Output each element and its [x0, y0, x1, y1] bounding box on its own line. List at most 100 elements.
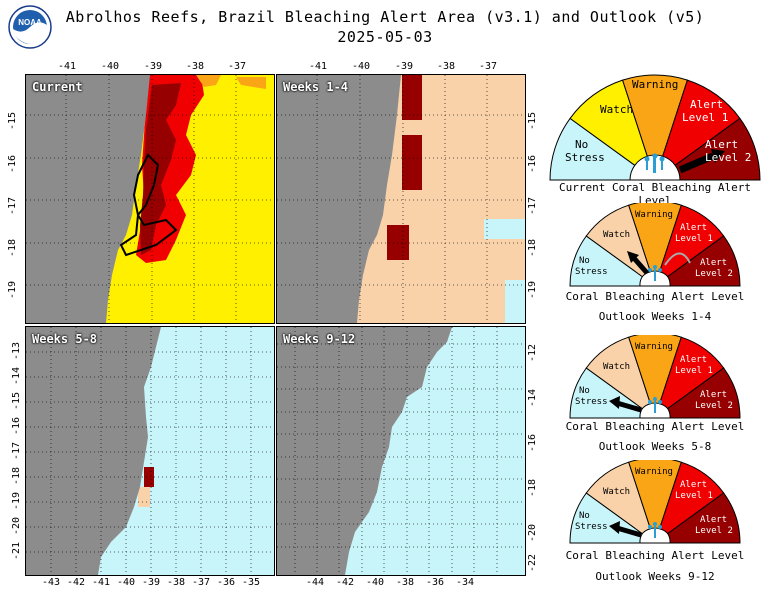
tick-label: -35	[242, 577, 261, 588]
tick-label: -41	[58, 61, 77, 72]
page-title: Abrolhos Reefs, Brazil Bleaching Alert A…	[65, 8, 705, 26]
svg-text:Stress: Stress	[575, 397, 608, 407]
tick-label: -19	[7, 280, 18, 299]
tick-label: -19	[527, 280, 538, 299]
tick-label: -12	[527, 343, 538, 362]
tick-label: -38	[437, 61, 456, 72]
tick-label: -13	[11, 341, 22, 360]
svg-text:Warning: Warning	[635, 342, 673, 352]
svg-text:Stress: Stress	[565, 151, 605, 164]
tick-label: -16	[527, 154, 538, 173]
tick-label: -15	[11, 391, 22, 410]
tick-label: -36	[217, 577, 236, 588]
gauge-caption: Coral Bleaching Alert Level	[565, 420, 745, 433]
tick-label: -41	[309, 61, 328, 72]
svg-text:Level 2: Level 2	[695, 526, 733, 536]
tick-label: -42	[67, 577, 86, 588]
svg-text:Alert: Alert	[680, 480, 707, 490]
svg-text:Alert: Alert	[680, 355, 707, 365]
svg-text:Stress: Stress	[575, 267, 608, 277]
svg-text:NOAA: NOAA	[18, 18, 42, 27]
gauge-weeks-1-4: No Stress Watch Warning Alert Level 1 Al…	[565, 200, 745, 292]
tick-label: -18	[11, 466, 22, 485]
tick-label: -42	[336, 577, 355, 588]
gauge-weeks-5-8: No Stress Watch Warning Alert Level 1 Al…	[565, 332, 745, 424]
tick-label: -20	[11, 516, 22, 535]
tick-label: -18	[527, 238, 538, 257]
tick-label: -41	[92, 577, 111, 588]
tick-label: -16	[11, 416, 22, 435]
svg-text:Stress: Stress	[575, 522, 608, 532]
tick-label: -21	[11, 541, 22, 560]
svg-text:No: No	[579, 511, 590, 521]
gauge-caption: Coral Bleaching Alert Level	[565, 290, 745, 303]
land-area	[26, 75, 150, 323]
tick-label: -18	[7, 238, 18, 257]
svg-text:Alert: Alert	[700, 258, 727, 268]
svg-text:Warning: Warning	[635, 467, 673, 477]
svg-text:Watch: Watch	[600, 103, 633, 116]
tick-label: -44	[306, 577, 325, 588]
map-panel-weeks-5-8: Weeks 5-8	[25, 326, 275, 576]
tick-label: -40	[366, 577, 385, 588]
svg-text:Level 1: Level 1	[682, 111, 728, 124]
svg-text:Watch: Watch	[603, 362, 630, 372]
svg-text:No: No	[579, 256, 590, 266]
tick-label: -19	[11, 491, 22, 510]
tick-label: -17	[527, 196, 538, 215]
tick-label: -39	[142, 577, 161, 588]
tick-label: -16	[7, 154, 18, 173]
svg-text:Alert: Alert	[700, 515, 727, 525]
gauge-caption: Coral Bleaching Alert Level	[565, 549, 745, 562]
tick-label: -14	[11, 366, 22, 385]
tick-label: -18	[527, 478, 538, 497]
svg-text:Level 2: Level 2	[705, 151, 751, 164]
svg-text:No: No	[579, 386, 590, 396]
tick-label: -43	[42, 577, 61, 588]
tick-label: -15	[527, 111, 538, 130]
map-panel-weeks-1-4: Weeks 1-4	[276, 74, 526, 324]
tick-label: -37	[228, 61, 247, 72]
tick-label: -15	[7, 111, 18, 130]
svg-text:Alert: Alert	[705, 138, 738, 151]
gauge-weeks-9-12: No Stress Watch Warning Alert Level 1 Al…	[565, 457, 745, 549]
panel-label: Weeks 9-12	[283, 332, 356, 346]
svg-text:Level 1: Level 1	[675, 234, 713, 244]
tick-label: -14	[527, 388, 538, 407]
tick-label: -34	[456, 577, 475, 588]
tick-label: -38	[167, 577, 186, 588]
tick-label: -22	[527, 553, 538, 572]
panel-label: Current	[32, 80, 83, 94]
svg-text:No: No	[575, 138, 588, 151]
tick-label: -36	[426, 577, 445, 588]
gauge-caption: Outlook Weeks 5-8	[598, 440, 712, 453]
tick-label: -37	[192, 577, 211, 588]
panel-label: Weeks 5-8	[32, 332, 98, 346]
map-panel-current: Current	[25, 74, 275, 324]
svg-text:Level 2: Level 2	[695, 269, 733, 279]
svg-text:Warning: Warning	[632, 78, 678, 91]
svg-text:Watch: Watch	[603, 487, 630, 497]
svg-text:Alert: Alert	[690, 98, 723, 111]
tick-label: -40	[101, 61, 120, 72]
svg-text:Level 1: Level 1	[675, 366, 713, 376]
tick-label: -39	[144, 61, 163, 72]
page-date: 2025-05-03	[337, 28, 433, 46]
gauge-current: No Stress Watch Warning Alert Level 1 Al…	[545, 72, 765, 186]
tick-label: -38	[186, 61, 205, 72]
tick-label: -40	[117, 577, 136, 588]
tick-label: -17	[11, 441, 22, 460]
noaa-logo: NOAA	[8, 5, 52, 53]
alert-area-boundary	[119, 153, 178, 257]
panel-label: Weeks 1-4	[283, 80, 349, 94]
map-panel-weeks-9-12: Weeks 9-12	[276, 326, 526, 576]
warning-area	[196, 75, 221, 87]
svg-text:Alert: Alert	[680, 223, 707, 233]
gauge-caption: Outlook Weeks 1-4	[598, 310, 712, 323]
tick-label: -39	[395, 61, 414, 72]
gauge-caption: Outlook Weeks 9-12	[595, 570, 715, 583]
svg-text:Level 1: Level 1	[675, 491, 713, 501]
svg-text:Level 2: Level 2	[695, 401, 733, 411]
svg-text:Watch: Watch	[603, 230, 630, 240]
tick-label: -20	[527, 523, 538, 542]
